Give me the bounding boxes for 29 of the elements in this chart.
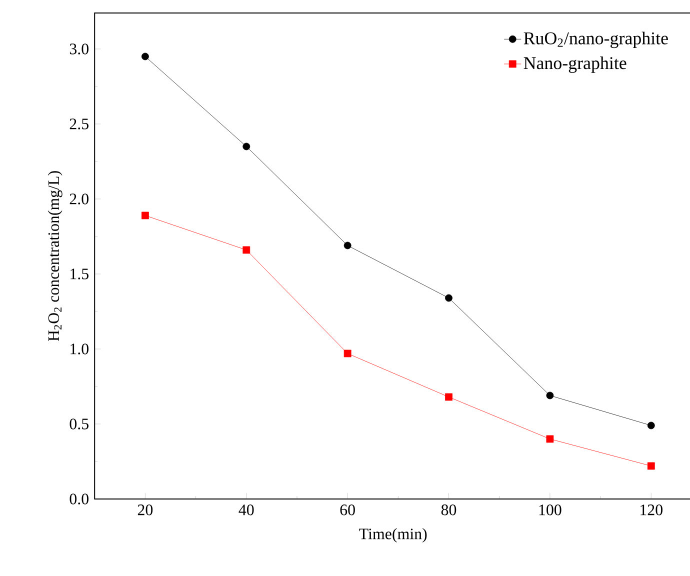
point <box>142 52 149 60</box>
y-tick-label: 2.0 <box>70 194 88 204</box>
y-tick-label: 0.0 <box>70 494 88 504</box>
y-axis-title: H$_{2}$O$_{2}$ concentration(mg/L) <box>48 171 62 342</box>
x-tick-label: 40 <box>238 504 254 516</box>
point <box>546 392 554 400</box>
point <box>445 294 452 302</box>
legend-label: Nano-graphite <box>524 56 626 73</box>
legend-label: RuO$_{2}$/nano-graphite <box>524 32 668 48</box>
point <box>242 246 250 254</box>
y-tick-label: 3.0 <box>70 44 88 54</box>
y-tick-label: 2.5 <box>70 118 88 130</box>
point <box>344 242 352 250</box>
x-axis-title: Time(min) <box>359 528 427 543</box>
point <box>546 435 554 443</box>
y-tick-label: 1.5 <box>70 268 88 280</box>
y-tick-label: 1.0 <box>70 344 88 354</box>
point <box>647 422 655 430</box>
x-tick-label: 100 <box>539 504 562 516</box>
point <box>242 142 250 150</box>
point <box>142 212 149 220</box>
y-tick-label: 0.5 <box>70 418 88 430</box>
point <box>445 393 452 401</box>
x-tick-label: 80 <box>441 504 456 516</box>
x-tick-label: 60 <box>340 504 355 516</box>
x-tick-label: 20 <box>138 504 153 516</box>
point <box>647 462 655 470</box>
x-tick-label: 120 <box>640 504 662 516</box>
point <box>344 350 352 358</box>
